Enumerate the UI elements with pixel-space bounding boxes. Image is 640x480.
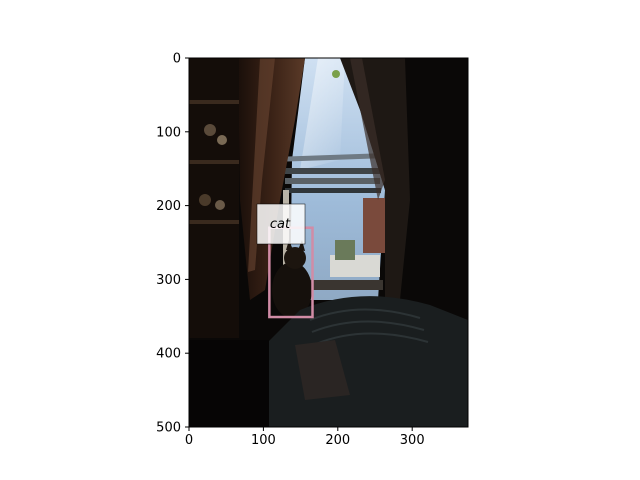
y-tick-label: 0	[173, 52, 181, 67]
y-tick-label: 400	[156, 347, 181, 362]
photo	[189, 58, 468, 427]
y-tick-label: 200	[156, 199, 181, 214]
x-tick-label: 300	[400, 433, 425, 448]
y-tick-label: 100	[156, 125, 181, 140]
x-tick-label: 0	[185, 433, 193, 448]
y-tick-label: 300	[156, 273, 181, 288]
y-axis: 0 100 200 300 400 500	[156, 52, 189, 436]
y-tick-label: 500	[156, 421, 181, 436]
x-tick-label: 100	[251, 433, 276, 448]
x-axis: 0 100 200 300	[185, 427, 425, 448]
x-tick-label: 200	[325, 433, 350, 448]
detection-label-bg	[256, 203, 306, 245]
axes-frame	[188, 57, 469, 428]
detection-label-cat: cat	[270, 217, 291, 232]
